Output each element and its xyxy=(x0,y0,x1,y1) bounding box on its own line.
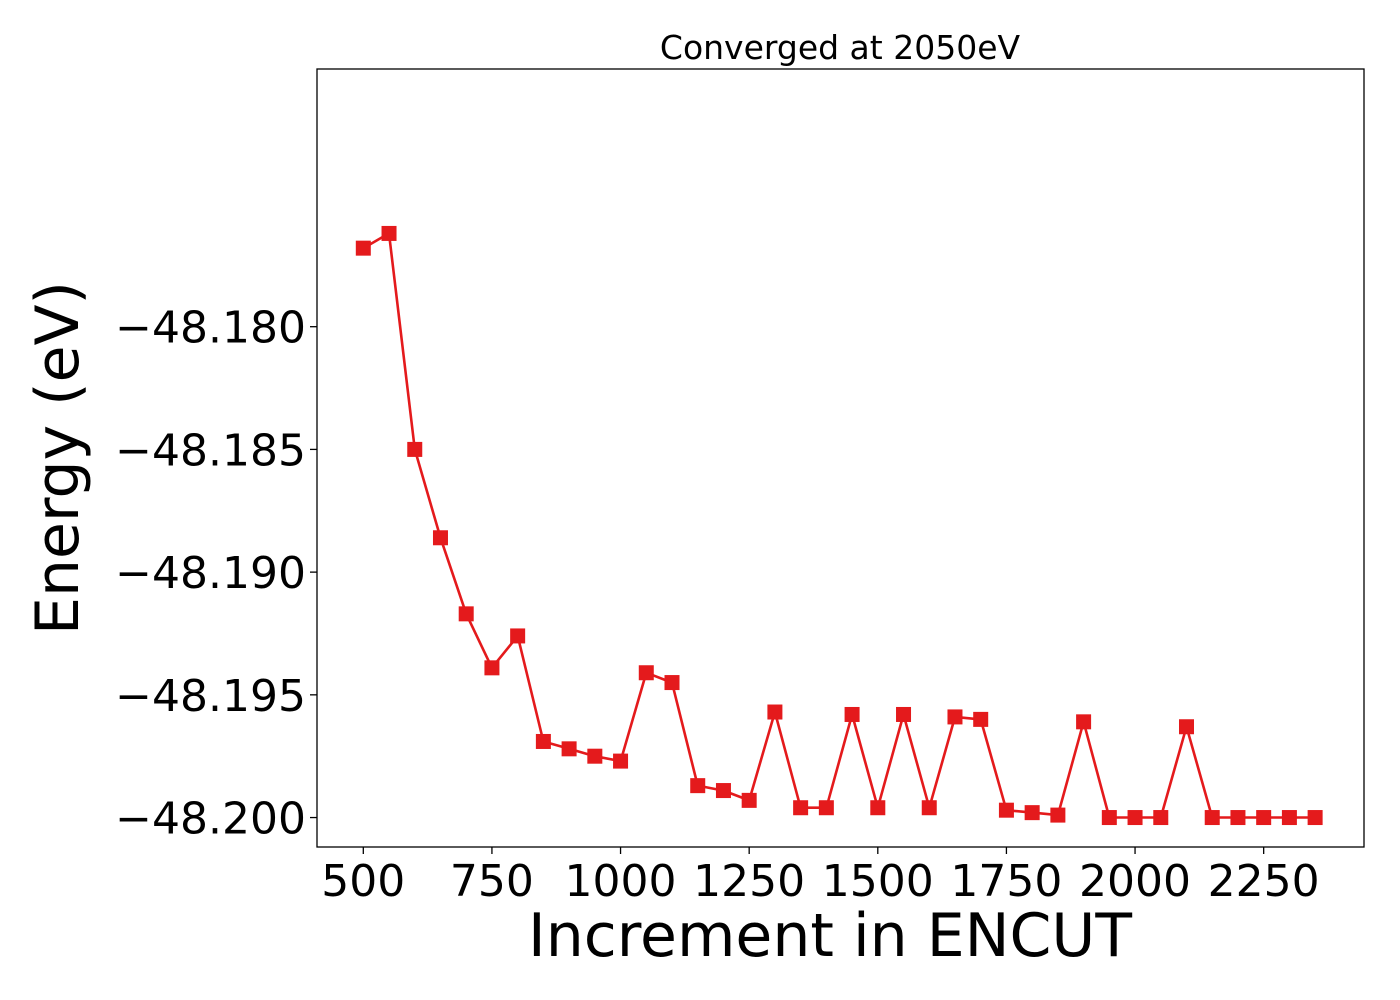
x-tick-label: 750 xyxy=(450,856,534,907)
data-point xyxy=(587,748,603,764)
y-tick-label: −48.200 xyxy=(115,794,306,845)
data-point xyxy=(818,800,834,816)
data-point xyxy=(664,675,680,691)
data-point xyxy=(1076,714,1092,730)
data-point xyxy=(741,792,757,808)
y-tick-label: −48.180 xyxy=(115,303,306,354)
y-tick-label: −48.190 xyxy=(115,548,306,599)
data-point xyxy=(1204,810,1220,826)
data-point xyxy=(1307,810,1323,826)
data-point xyxy=(998,802,1014,818)
data-point xyxy=(1024,805,1040,821)
y-axis-label: Energy (eV) xyxy=(23,281,93,635)
x-tick-label: 2250 xyxy=(1208,856,1320,907)
data-point xyxy=(638,665,654,681)
data-point xyxy=(510,628,526,644)
data-point xyxy=(1153,810,1169,826)
y-tick-label: −48.195 xyxy=(115,671,306,722)
data-point xyxy=(432,530,448,546)
x-tick-label: 1000 xyxy=(565,856,677,907)
data-point xyxy=(844,706,860,722)
x-tick-label: 1500 xyxy=(822,856,934,907)
x-axis-label: Increment in ENCUT xyxy=(528,901,1132,971)
data-point xyxy=(690,778,706,794)
data-point xyxy=(1127,810,1143,826)
x-axis: 500 750 1000 1250 1500 1750 2000 2250 xyxy=(321,847,1320,907)
data-point xyxy=(870,800,886,816)
data-point xyxy=(355,240,371,256)
x-tick-label: 1250 xyxy=(693,856,805,907)
plot-area xyxy=(355,225,1323,826)
data-point xyxy=(381,225,397,241)
data-point xyxy=(767,704,783,720)
y-tick-label: −48.185 xyxy=(115,425,306,476)
data-point xyxy=(921,800,937,816)
data-point xyxy=(484,660,500,676)
x-tick-label: 2000 xyxy=(1079,856,1191,907)
plot-frame xyxy=(316,68,1365,848)
y-axis: −48.180 −48.185 −48.190 −48.195 −48.200 xyxy=(115,303,317,845)
data-point xyxy=(613,753,629,769)
x-tick-label: 1750 xyxy=(950,856,1062,907)
data-point xyxy=(1256,810,1272,826)
data-point xyxy=(947,709,963,725)
data-point xyxy=(458,606,474,622)
data-point xyxy=(1050,807,1066,823)
data-point xyxy=(535,733,551,749)
data-point xyxy=(715,783,731,799)
data-point xyxy=(1178,719,1194,735)
data-point xyxy=(1281,810,1297,826)
data-point xyxy=(793,800,809,816)
x-tick-label: 500 xyxy=(321,856,405,907)
chart-title: Converged at 2050eV xyxy=(660,28,1021,67)
data-point xyxy=(407,441,423,457)
data-point xyxy=(1230,810,1246,826)
data-point xyxy=(896,706,912,722)
data-point xyxy=(973,711,989,727)
data-point xyxy=(561,741,577,757)
data-point xyxy=(1101,810,1117,826)
